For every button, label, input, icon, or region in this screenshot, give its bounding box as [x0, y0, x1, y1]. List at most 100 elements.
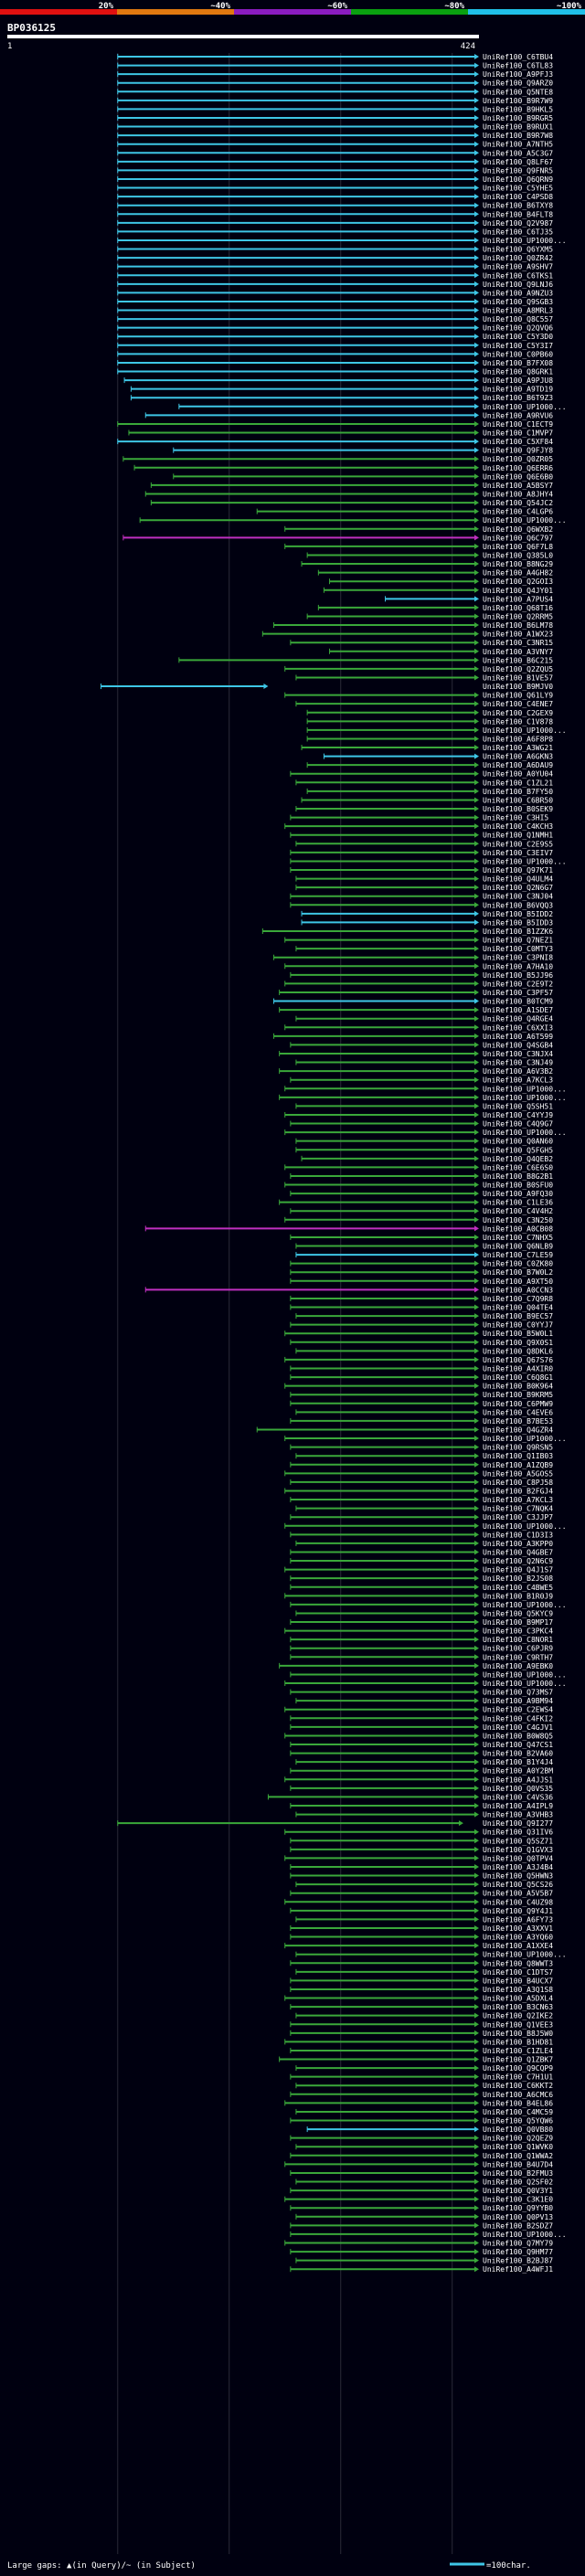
hit-label[interactable]: UniRef100_B9MP17	[483, 1618, 553, 1627]
hit-label[interactable]: UniRef100_Q9ARZ0	[483, 80, 553, 88]
hit-label[interactable]: UniRef100_C5XF84	[483, 438, 553, 446]
hit-label[interactable]: UniRef100_A5DXL4	[483, 1995, 553, 2003]
hit-label[interactable]: UniRef100_UP1000...	[483, 1522, 567, 1531]
hit-label[interactable]: UniRef100_Q2GOI3	[483, 578, 553, 586]
hit-label[interactable]: UniRef100_B0SFU0	[483, 1182, 553, 1190]
hit-label[interactable]: UniRef100_Q2N6G7	[483, 884, 553, 892]
hit-label[interactable]: UniRef100_Q5SZ71	[483, 1837, 553, 1845]
hit-label[interactable]: UniRef100_A7NTH5	[483, 141, 553, 149]
hit-label[interactable]: UniRef100_C4BWE5	[483, 1584, 553, 1592]
hit-label[interactable]: UniRef100_A4IPL9	[483, 1802, 553, 1810]
hit-label[interactable]: UniRef100_C3NJX4	[483, 1050, 553, 1058]
hit-label[interactable]: UniRef100_B9KRM5	[483, 1391, 553, 1399]
hit-label[interactable]: UniRef100_C4MC59	[483, 2108, 553, 2116]
hit-label[interactable]: UniRef100_B1VE57	[483, 673, 553, 682]
hit-label[interactable]: UniRef100_B7FY50	[483, 788, 553, 796]
hit-label[interactable]: UniRef100_A6GKN3	[483, 753, 553, 761]
hit-label[interactable]: UniRef100_B1HD81	[483, 2038, 553, 2046]
hit-label[interactable]: UniRef100_UP1000...	[483, 516, 567, 525]
hit-label[interactable]: UniRef100_A4XIR0	[483, 1365, 553, 1373]
hit-label[interactable]: UniRef100_A0Y2BM	[483, 1767, 553, 1776]
hit-label[interactable]: UniRef100_Q9LNJ6	[483, 281, 553, 289]
hit-label[interactable]: UniRef100_A9PJU8	[483, 376, 553, 385]
hit-label[interactable]: UniRef100_A6T599	[483, 1033, 553, 1041]
hit-label[interactable]: UniRef100_C8PJ58	[483, 1479, 553, 1487]
hit-label[interactable]: UniRef100_Q5KYC9	[483, 1609, 553, 1617]
hit-label[interactable]: UniRef100_C4V4H2	[483, 1207, 553, 1215]
hit-label[interactable]: UniRef100_B8G2B1	[483, 1172, 553, 1181]
hit-label[interactable]: UniRef100_A6V3B2	[483, 1067, 553, 1076]
hit-label[interactable]: UniRef100_Q4ULM4	[483, 875, 553, 884]
hit-label[interactable]: UniRef100_UP1000...	[483, 403, 567, 411]
hit-label[interactable]: UniRef100_Q2ZQU5	[483, 665, 553, 673]
hit-label[interactable]: UniRef100_C7H1U1	[483, 2073, 553, 2082]
hit-label[interactable]: UniRef100_Q5SH51	[483, 1102, 553, 1110]
hit-label[interactable]: UniRef100_Q5CS26	[483, 1881, 553, 1889]
hit-label[interactable]: UniRef100_Q6F7L8	[483, 543, 553, 551]
hit-label[interactable]: UniRef100_C3JJP7	[483, 1513, 553, 1521]
hit-label[interactable]: UniRef100_Q6E6B0	[483, 472, 553, 481]
hit-label[interactable]: UniRef100_C3NJ04	[483, 893, 553, 901]
hit-label[interactable]: UniRef100_A8MRL3	[483, 307, 553, 315]
hit-label[interactable]: UniRef100_B2VA60	[483, 1750, 553, 1758]
hit-label[interactable]: UniRef100_UP1000...	[483, 1435, 567, 1443]
hit-label[interactable]: UniRef100_B6T9Z3	[483, 394, 553, 402]
hit-label[interactable]: UniRef100_C4UZ98	[483, 1898, 553, 1906]
hit-label[interactable]: UniRef100_C6TKS1	[483, 271, 553, 280]
hit-label[interactable]: UniRef100_A0CB08	[483, 1224, 553, 1233]
hit-label[interactable]: UniRef100_C6BR50	[483, 796, 553, 804]
hit-label[interactable]: UniRef100_B2BJ87	[483, 2257, 553, 2265]
hit-label[interactable]: UniRef100_C6TL83	[483, 62, 553, 70]
hit-label[interactable]: UniRef100_C3HI5	[483, 814, 548, 822]
hit-label[interactable]: UniRef100_Q9SGB3	[483, 298, 553, 306]
hit-label[interactable]: UniRef100_Q97K71	[483, 866, 553, 875]
hit-label[interactable]: UniRef100_A9NZU3	[483, 289, 553, 297]
hit-label[interactable]: UniRef100_A4WFJ1	[483, 2265, 553, 2274]
hit-label[interactable]: UniRef100_Q6ERR6	[483, 464, 553, 472]
hit-label[interactable]: UniRef100_Q4QEB2	[483, 1155, 553, 1163]
hit-label[interactable]: UniRef100_C4VS36	[483, 1793, 553, 1801]
hit-label[interactable]: UniRef100_Q5NTE8	[483, 88, 553, 96]
hit-label[interactable]: UniRef100_B9R7W8	[483, 132, 553, 140]
hit-label[interactable]: UniRef100_C3PNI8	[483, 954, 553, 962]
hit-label[interactable]: UniRef100_A6CMC6	[483, 2091, 553, 2099]
hit-label[interactable]: UniRef100_A9BM94	[483, 1697, 553, 1705]
hit-label[interactable]: UniRef100_Q9HM77	[483, 2248, 553, 2256]
hit-label[interactable]: UniRef100_B9EC57	[483, 1312, 553, 1320]
hit-label[interactable]: UniRef100_Q31IV6	[483, 1829, 553, 1837]
hit-label[interactable]: UniRef100_UP1000...	[483, 1085, 567, 1093]
hit-label[interactable]: UniRef100_A0CCN3	[483, 1286, 553, 1294]
hit-label[interactable]: UniRef100_A3Q1S8	[483, 1986, 553, 1994]
hit-label[interactable]: UniRef100_UP1000...	[483, 2231, 567, 2239]
hit-label[interactable]: UniRef100_A9RVU6	[483, 411, 553, 419]
hit-label[interactable]: UniRef100_UP1000...	[483, 1129, 567, 1137]
hit-label[interactable]: UniRef100_C6Q8G1	[483, 1373, 553, 1382]
hit-label[interactable]: UniRef100_A3VHB3	[483, 1811, 553, 1819]
hit-label[interactable]: UniRef100_Q6WXB2	[483, 525, 553, 534]
hit-label[interactable]: UniRef100_B1R0J9	[483, 1592, 553, 1600]
hit-label[interactable]: UniRef100_A4JJS1	[483, 1776, 553, 1784]
hit-label[interactable]: UniRef100_Q9I277	[483, 1819, 553, 1828]
hit-label[interactable]: UniRef100_Q9CQP9	[483, 2064, 553, 2072]
hit-label[interactable]: UniRef100_C1ECT9	[483, 420, 553, 429]
hit-label[interactable]: UniRef100_B2FMU3	[483, 2169, 553, 2178]
hit-label[interactable]: UniRef100_UP1000...	[483, 726, 567, 735]
hit-label[interactable]: UniRef100_B5IDD3	[483, 918, 553, 927]
hit-label[interactable]: UniRef100_Q385L0	[483, 551, 553, 559]
hit-label[interactable]: UniRef100_B9MJV0	[483, 683, 553, 691]
hit-label[interactable]: UniRef100_A3XXV1	[483, 1924, 553, 1933]
hit-label[interactable]: UniRef100_UP1000...	[483, 857, 567, 865]
hit-label[interactable]: UniRef100_UP1000...	[483, 237, 567, 245]
hit-label[interactable]: UniRef100_C6PJR9	[483, 1645, 553, 1653]
hit-label[interactable]: UniRef100_Q1IB03	[483, 1452, 553, 1460]
hit-label[interactable]: UniRef100_Q0PV13	[483, 2213, 553, 2221]
hit-label[interactable]: UniRef100_Q5FGH5	[483, 1146, 553, 1154]
hit-label[interactable]: UniRef100_B1ZZK6	[483, 928, 553, 936]
hit-label[interactable]: UniRef100_A7PUS4	[483, 595, 553, 603]
hit-label[interactable]: UniRef100_C1DTS7	[483, 1968, 553, 1977]
hit-label[interactable]: UniRef100_A9FQ30	[483, 1190, 553, 1198]
hit-label[interactable]: UniRef100_A3VNY7	[483, 648, 553, 656]
hit-label[interactable]: UniRef100_Q0AN60	[483, 1138, 553, 1146]
hit-label[interactable]: UniRef100_UP1000...	[483, 1951, 567, 1959]
hit-label[interactable]: UniRef100_C4PSD8	[483, 193, 553, 201]
